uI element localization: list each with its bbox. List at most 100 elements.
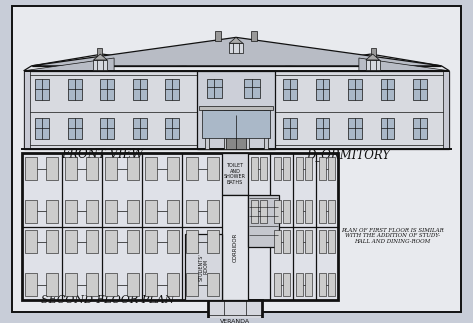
Bar	[444, 71, 449, 150]
Bar	[24, 71, 29, 150]
Bar	[319, 200, 326, 223]
Bar	[251, 200, 258, 223]
Bar	[97, 48, 102, 57]
Bar	[204, 110, 210, 150]
Bar	[185, 230, 198, 254]
Bar	[46, 200, 58, 223]
Bar	[207, 200, 219, 223]
Bar	[25, 200, 37, 223]
Bar	[25, 157, 37, 180]
Bar	[413, 78, 427, 100]
Bar	[263, 110, 269, 150]
Bar	[127, 230, 139, 254]
Bar	[22, 153, 338, 300]
Bar	[201, 110, 271, 138]
Polygon shape	[94, 54, 107, 60]
Bar	[274, 230, 280, 254]
Bar	[283, 78, 297, 100]
Bar	[328, 157, 335, 180]
Bar	[222, 195, 248, 300]
Bar	[87, 157, 98, 180]
Bar	[46, 273, 58, 297]
Text: PLAN OF FIRST FLOOR IS SIMILAR
WITH THE ADDITION OF STUDY-
HALL AND DINING-ROOM: PLAN OF FIRST FLOOR IS SIMILAR WITH THE …	[341, 228, 444, 244]
Text: FRONT VIEW: FRONT VIEW	[61, 149, 143, 162]
Bar	[229, 43, 243, 53]
Bar	[105, 157, 117, 180]
Bar	[348, 118, 362, 139]
Bar	[197, 71, 275, 150]
Bar	[297, 200, 303, 223]
Bar	[185, 234, 222, 300]
Bar	[283, 200, 289, 223]
Bar	[366, 60, 379, 70]
Bar	[319, 230, 326, 254]
Polygon shape	[359, 58, 449, 71]
Bar	[297, 273, 303, 297]
Bar	[94, 60, 107, 70]
Bar	[100, 118, 114, 139]
Bar	[306, 230, 312, 254]
Text: D_ORMITORY: D_ORMITORY	[306, 149, 390, 162]
Bar	[105, 230, 117, 254]
Bar	[35, 118, 49, 139]
Bar	[297, 157, 303, 180]
Bar	[133, 118, 147, 139]
Bar	[380, 118, 394, 139]
Bar	[348, 78, 362, 100]
Bar	[207, 273, 219, 297]
Bar	[306, 200, 312, 223]
Bar	[315, 118, 329, 139]
Bar	[260, 200, 267, 223]
Bar	[65, 273, 77, 297]
Text: STUDENTS'
ROOM: STUDENTS' ROOM	[198, 253, 209, 281]
Bar	[380, 78, 394, 100]
Bar	[87, 200, 98, 223]
Bar	[226, 115, 246, 150]
Bar	[209, 300, 262, 323]
Bar	[319, 157, 326, 180]
Bar	[127, 273, 139, 297]
Bar	[283, 230, 289, 254]
Bar	[306, 273, 312, 297]
Bar	[25, 230, 37, 254]
Bar	[297, 230, 303, 254]
Bar	[127, 157, 139, 180]
Bar	[260, 157, 267, 180]
Bar	[105, 200, 117, 223]
Bar	[248, 195, 279, 247]
Text: SECOND FLOOR PLAN: SECOND FLOOR PLAN	[41, 295, 174, 305]
Bar	[35, 78, 49, 100]
Bar	[215, 31, 221, 41]
Bar	[65, 200, 77, 223]
Polygon shape	[229, 37, 243, 43]
Bar	[165, 118, 179, 139]
Bar	[244, 110, 249, 150]
Bar	[224, 110, 229, 150]
Bar	[251, 31, 257, 41]
Bar	[68, 118, 82, 139]
Bar	[413, 118, 427, 139]
Bar	[207, 157, 219, 180]
Text: VERANDA: VERANDA	[220, 319, 250, 323]
Polygon shape	[32, 37, 441, 66]
Bar	[127, 200, 139, 223]
Bar	[207, 78, 222, 98]
Bar	[46, 157, 58, 180]
Bar	[68, 78, 82, 100]
Bar	[306, 157, 312, 180]
Bar	[371, 48, 376, 57]
Bar	[185, 200, 198, 223]
Text: CORRIDOR: CORRIDOR	[233, 233, 237, 262]
Text: TOILET
AND
SHOWER
BATHS: TOILET AND SHOWER BATHS	[224, 163, 246, 185]
Bar	[65, 157, 77, 180]
Bar	[328, 230, 335, 254]
Bar	[199, 106, 273, 110]
Bar	[274, 273, 280, 297]
Bar	[87, 230, 98, 254]
Bar	[283, 273, 289, 297]
Bar	[166, 200, 179, 223]
Bar	[222, 153, 248, 195]
Bar	[251, 157, 258, 180]
Bar	[274, 200, 280, 223]
Polygon shape	[366, 54, 379, 60]
